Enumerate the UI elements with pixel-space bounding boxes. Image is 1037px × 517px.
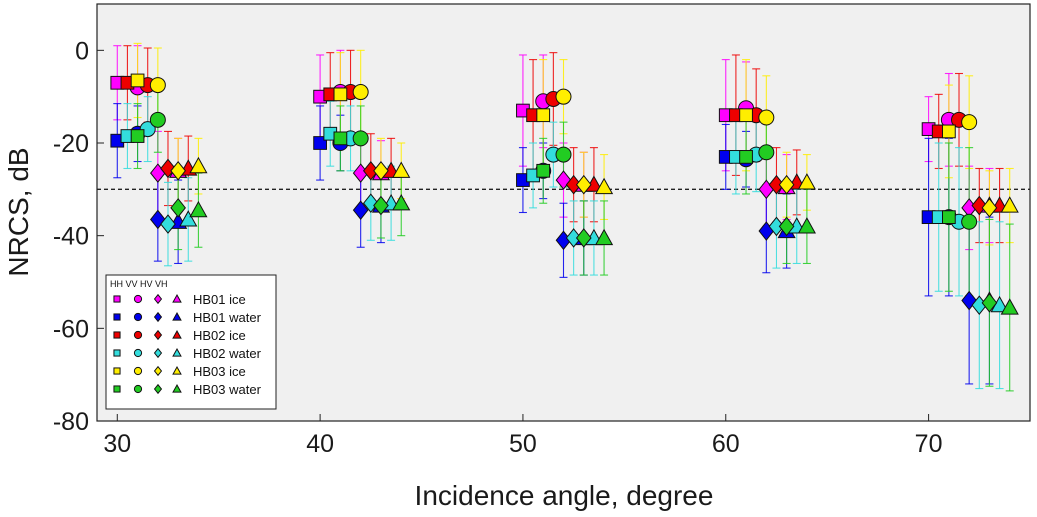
legend-entry-hb03-water: HB03 water — [193, 382, 262, 397]
x-tick-label: 40 — [306, 430, 334, 458]
legend-marker-hb03-water-hv — [153, 383, 163, 395]
y-tick-label: -60 — [53, 315, 89, 343]
legend-marker-hb02-water-vh — [172, 348, 182, 357]
marker-hb03-water-vv — [352, 130, 369, 147]
legend-marker-hb02-water-hv — [153, 347, 163, 359]
marker-hb03-ice-hv — [170, 160, 186, 181]
marker-hb03-ice-vh — [797, 173, 816, 190]
marker-hb03-ice-hh — [130, 73, 145, 88]
y-tick-label: -80 — [53, 408, 89, 436]
marker-hb03-water-vh — [189, 200, 208, 218]
legend-marker-hb01-ice-vh — [172, 294, 182, 303]
data-markers — [110, 73, 1019, 315]
legend-marker-hb02-ice-vv — [133, 330, 143, 340]
marker-hb01-water-hh — [313, 136, 327, 150]
y-tick-label: -20 — [53, 130, 89, 158]
legend-marker-hb01-water-vv — [133, 312, 143, 322]
marker-hb03-water-hh — [536, 163, 551, 178]
marker-hb03-water-hh — [739, 150, 753, 164]
marker-hb03-ice-vv — [352, 84, 369, 101]
x-tick-label: 50 — [509, 430, 537, 458]
marker-hb03-water-hv — [981, 293, 998, 313]
legend-entry-hb02-ice: HB02 ice — [193, 328, 246, 343]
legend-header: HH VV HV VH — [110, 279, 168, 289]
marker-hb03-ice-vv — [961, 114, 978, 131]
legend-marker-hb01-ice-hv — [153, 293, 163, 305]
legend-marker-hb01-water-hv — [153, 311, 163, 323]
legend-marker-hb01-water-vh — [172, 312, 182, 321]
legend-marker-hb03-ice-vh — [172, 366, 182, 375]
marker-hb03-ice-vh — [594, 177, 614, 195]
marker-hb03-ice-vv — [758, 109, 775, 126]
legend-marker-hb02-water-vv — [133, 348, 143, 358]
marker-hb03-ice-vh — [1000, 196, 1019, 213]
marker-hb03-ice-vv — [149, 77, 166, 94]
marker-hb03-ice-vh — [189, 156, 208, 174]
marker-hb01-water-hv — [961, 290, 977, 311]
marker-hb03-water-hh — [333, 131, 348, 146]
marker-hb03-ice-vv — [555, 88, 572, 105]
x-axis-ticks: 30 40 50 60 70 — [103, 414, 942, 458]
legend-marker-hb03-ice-vv — [133, 366, 143, 376]
marker-hb03-water-vh — [392, 193, 411, 211]
marker-hb03-ice-vh — [392, 161, 411, 178]
legend: HH VV HV VH HB01 ice HB01 water HB02 ice HB… — [105, 274, 277, 410]
x-tick-label: 30 — [103, 430, 131, 458]
marker-hb03-ice-hv — [373, 160, 389, 181]
y-axis-title: NRCS, dB — [3, 147, 34, 276]
legend-marker-hb03-water-vh — [172, 384, 182, 393]
legend-entry-hb01-water: HB01 water — [193, 310, 262, 325]
marker-hb03-water-vh — [797, 217, 816, 234]
legend-marker-hb01-ice-hh — [113, 295, 121, 303]
legend-entry-hb01-ice: HB01 ice — [193, 292, 246, 307]
marker-hb03-ice-hv — [981, 198, 998, 218]
marker-hb03-water-vv — [758, 144, 775, 161]
marker-hb03-water-vh — [1000, 298, 1019, 315]
y-axis-ticks: 0 -20 -40 -60 -80 — [53, 37, 104, 436]
x-tick-label: 70 — [915, 430, 943, 458]
x-tick-label: 60 — [712, 430, 740, 458]
y-tick-label: 0 — [75, 37, 89, 65]
marker-hb03-water-hv — [575, 228, 592, 248]
marker-hb03-ice-hh — [536, 108, 551, 123]
legend-marker-hb02-ice-hh — [113, 331, 121, 339]
legend-marker-hb03-water-vv — [133, 384, 143, 394]
x-axis-title: Incidence angle, degree — [415, 480, 714, 511]
legend-marker-hb02-ice-vh — [172, 330, 182, 339]
marker-hb03-water-hv — [170, 198, 186, 218]
marker-hb03-ice-hh — [333, 87, 348, 102]
legend-marker-hb01-ice-vv — [133, 294, 143, 304]
marker-hb02-water-vh — [179, 210, 198, 227]
y-tick-label: -40 — [53, 223, 89, 251]
marker-hb03-ice-hv — [778, 174, 795, 195]
legend-marker-hb03-ice-hh — [113, 367, 121, 375]
marker-hb02-ice-hv — [971, 195, 988, 216]
marker-hb03-ice-hh — [739, 108, 753, 123]
legend-entry-hb02-water: HB02 water — [193, 346, 262, 361]
marker-hb03-water-hv — [373, 195, 389, 216]
legend-marker-hb02-ice-hv — [153, 329, 163, 341]
marker-hb01-water-hv — [352, 200, 369, 220]
marker-hb03-ice-hv — [575, 174, 592, 195]
marker-hb03-water-hv — [778, 216, 795, 237]
marker-hb02-ice-hv — [160, 158, 176, 179]
marker-hb03-water-vv — [149, 111, 166, 128]
legend-entry-hb03-ice: HB03 ice — [193, 364, 246, 379]
marker-hb03-ice-hh — [941, 124, 956, 139]
legend-marker-hb01-water-hh — [113, 313, 121, 321]
marker-hb02-water-hv — [362, 193, 379, 214]
marker-hb03-water-vv — [555, 146, 572, 163]
legend-marker-hb03-ice-hv — [153, 365, 163, 377]
marker-hb03-water-hh — [130, 129, 145, 143]
marker-hb03-water-hh — [941, 210, 956, 225]
marker-hb03-water-vv — [961, 213, 978, 230]
marker-hb02-water-hv — [160, 214, 176, 234]
legend-marker-hb02-water-hh — [113, 349, 121, 357]
marker-hb03-water-vh — [594, 228, 614, 246]
legend-marker-hb03-water-hh — [113, 385, 121, 393]
